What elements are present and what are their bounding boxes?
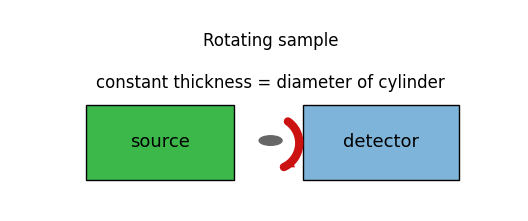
Circle shape bbox=[259, 136, 282, 145]
Bar bbox=[87, 105, 234, 180]
Text: constant thickness = diameter of cylinder: constant thickness = diameter of cylinde… bbox=[96, 74, 445, 92]
Text: source: source bbox=[130, 133, 190, 151]
Bar bbox=[303, 105, 459, 180]
Text: Rotating sample: Rotating sample bbox=[203, 32, 338, 50]
Text: detector: detector bbox=[343, 133, 419, 151]
